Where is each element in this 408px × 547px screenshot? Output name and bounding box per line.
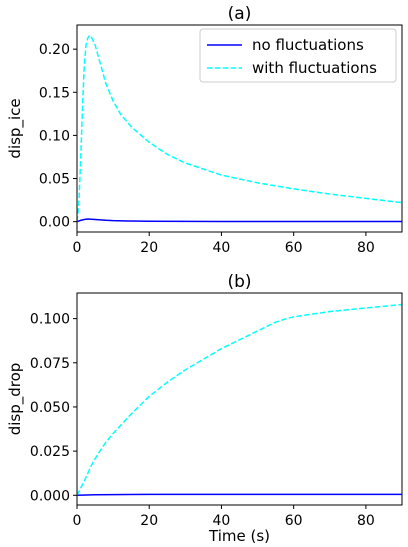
legend-box [199, 28, 397, 83]
y-tick-label: 0.025 [30, 444, 70, 460]
panel-a: 0 20 40 60 80 0.00 0.05 0.10 0.15 0.20 (a) disp_ice… [6, 4, 403, 256]
x-tick-label: 0 [73, 240, 82, 256]
series-line-no-fluctuations [77, 493, 402, 497]
y-tick-label: 0.20 [39, 42, 70, 58]
y-tick-label: 0.10 [39, 128, 70, 144]
x-axis-label: Time (s) [208, 527, 270, 545]
x-tick-label: 20 [140, 513, 158, 529]
series-line-no-fluctuations [77, 218, 402, 223]
x-tick-label: 20 [140, 240, 158, 256]
x-tick-label: 40 [213, 513, 231, 529]
chart-title: (a) [228, 4, 252, 24]
panel-b: 0 20 40 60 80 0.000 0.025 0.050 0.075 0.100 (b) dis… [6, 272, 403, 545]
series-line-with-fluctuations [77, 303, 402, 496]
y-axis-label: disp_ice [6, 98, 25, 158]
chart-title: (b) [227, 272, 251, 292]
y-tick-label: 0.100 [30, 312, 70, 328]
x-tick-label: 0 [73, 513, 82, 529]
x-tick-label: 60 [285, 240, 303, 256]
y-tick-label: 0.15 [39, 85, 70, 101]
x-tick-label: 60 [285, 513, 303, 529]
plot-frame [76, 24, 403, 233]
y-tick-label: 0.075 [30, 356, 70, 372]
legend: no fluctuations with fluctuations [199, 28, 397, 83]
y-tick-label: 0.000 [30, 488, 70, 504]
plot-frame [76, 292, 403, 506]
y-tick-label: 0.00 [39, 215, 70, 231]
x-tick-label: 40 [213, 240, 231, 256]
series-line-with-fluctuations [77, 34, 402, 222]
x-tick-label: 80 [357, 240, 375, 256]
y-tick-label: 0.050 [30, 400, 70, 416]
y-axis-label: disp_drop [6, 363, 25, 436]
legend-label: no fluctuations [252, 36, 364, 54]
legend-label: with fluctuations [252, 59, 377, 77]
x-tick-label: 80 [357, 513, 375, 529]
y-tick-label: 0.05 [39, 172, 70, 188]
